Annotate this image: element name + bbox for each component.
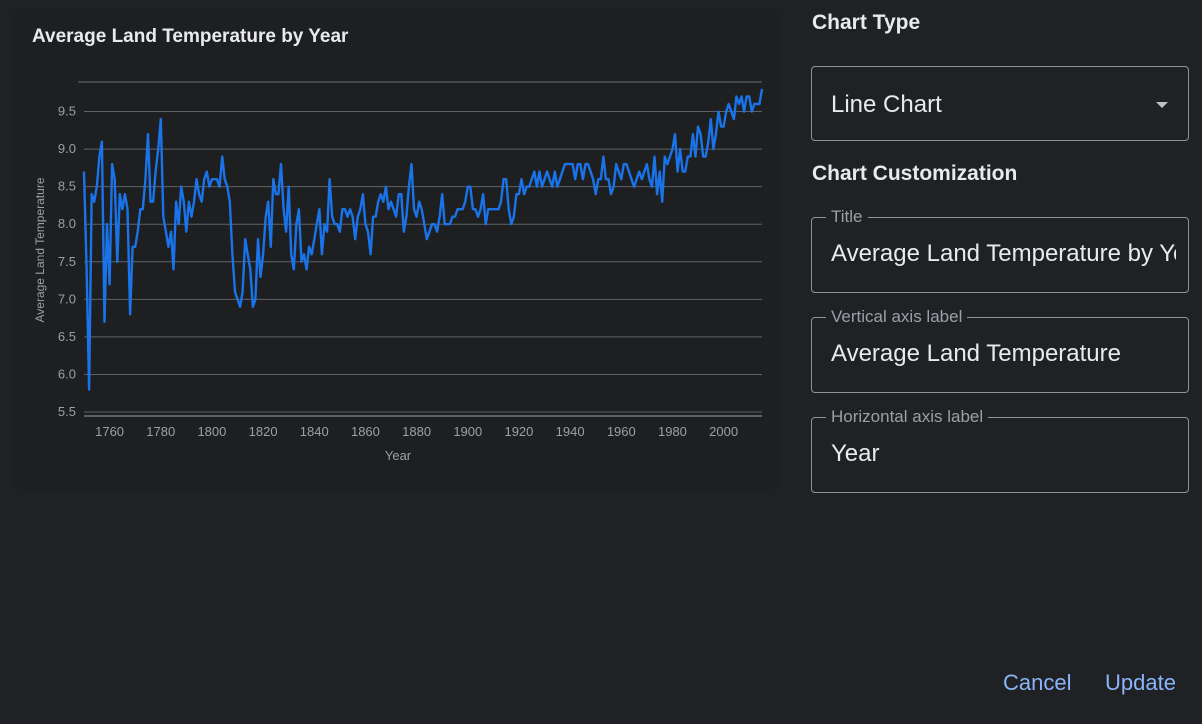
x-tick-label: 1760 — [95, 424, 124, 439]
horizontal-axis-input[interactable] — [831, 440, 1176, 468]
x-tick-label: 1920 — [504, 424, 533, 439]
chart-type-heading: Chart Type — [812, 11, 921, 34]
y-tick-label: 5.5 — [58, 404, 76, 419]
y-tick-label: 9.0 — [58, 141, 76, 156]
chart-type-select[interactable]: Line Chart — [811, 66, 1189, 141]
y-tick-label: 8.5 — [58, 179, 76, 194]
x-tick-label: 1860 — [351, 424, 380, 439]
vertical-axis-input[interactable] — [831, 340, 1176, 368]
title-field-label: Title — [826, 208, 868, 226]
y-tick-label: 9.5 — [58, 104, 76, 119]
x-axis-title: Year — [385, 448, 412, 463]
title-input[interactable] — [831, 240, 1176, 268]
line-chart: 5.5 6.0 6.5 7.0 7.5 8.0 8.5 9.0 9.5 1760 1780 1800 1… — [33, 81, 764, 463]
x-tick-label: 1940 — [556, 424, 585, 439]
chart-preview-card: 5.5 6.0 6.5 7.0 7.5 8.0 8.5 9.0 9.5 1760 1780 1800 1… — [10, 8, 782, 490]
series-line — [82, 88, 764, 391]
x-tick-label: 1880 — [402, 424, 431, 439]
cancel-button[interactable]: Cancel — [1003, 670, 1072, 695]
y-tick-label: 7.5 — [58, 254, 76, 269]
chart-title: Average Land Temperature by Year — [32, 26, 349, 47]
x-tick-label: 1820 — [249, 424, 278, 439]
y-tick-label: 8.0 — [58, 216, 76, 231]
x-tick-label: 1900 — [453, 424, 482, 439]
x-tick-label: 1960 — [607, 424, 636, 439]
chart-customization-heading: Chart Customization — [812, 162, 1018, 185]
chart-type-value: Line Chart — [831, 91, 942, 118]
title-field[interactable]: Title — [811, 208, 1189, 293]
x-tick-label: 1980 — [658, 424, 687, 439]
update-button[interactable]: Update — [1105, 670, 1176, 695]
horizontal-axis-field-label: Horizontal axis label — [826, 408, 989, 426]
vertical-axis-field-label: Vertical axis label — [826, 308, 968, 326]
y-tick-label: 6.5 — [58, 329, 76, 344]
horizontal-axis-field[interactable]: Horizontal axis label — [811, 408, 1189, 493]
x-tick-label: 1800 — [197, 424, 226, 439]
dropdown-caret-icon[interactable] — [1156, 102, 1168, 108]
x-tick-label: 2000 — [709, 424, 738, 439]
y-tick-label: 7.0 — [58, 291, 76, 306]
y-tick-label: 6.0 — [58, 366, 76, 381]
x-tick-label: 1780 — [146, 424, 175, 439]
x-tick-label: 1840 — [300, 424, 329, 439]
y-axis-title: Average Land Temperature — [33, 177, 47, 322]
vertical-axis-field[interactable]: Vertical axis label — [811, 308, 1189, 393]
